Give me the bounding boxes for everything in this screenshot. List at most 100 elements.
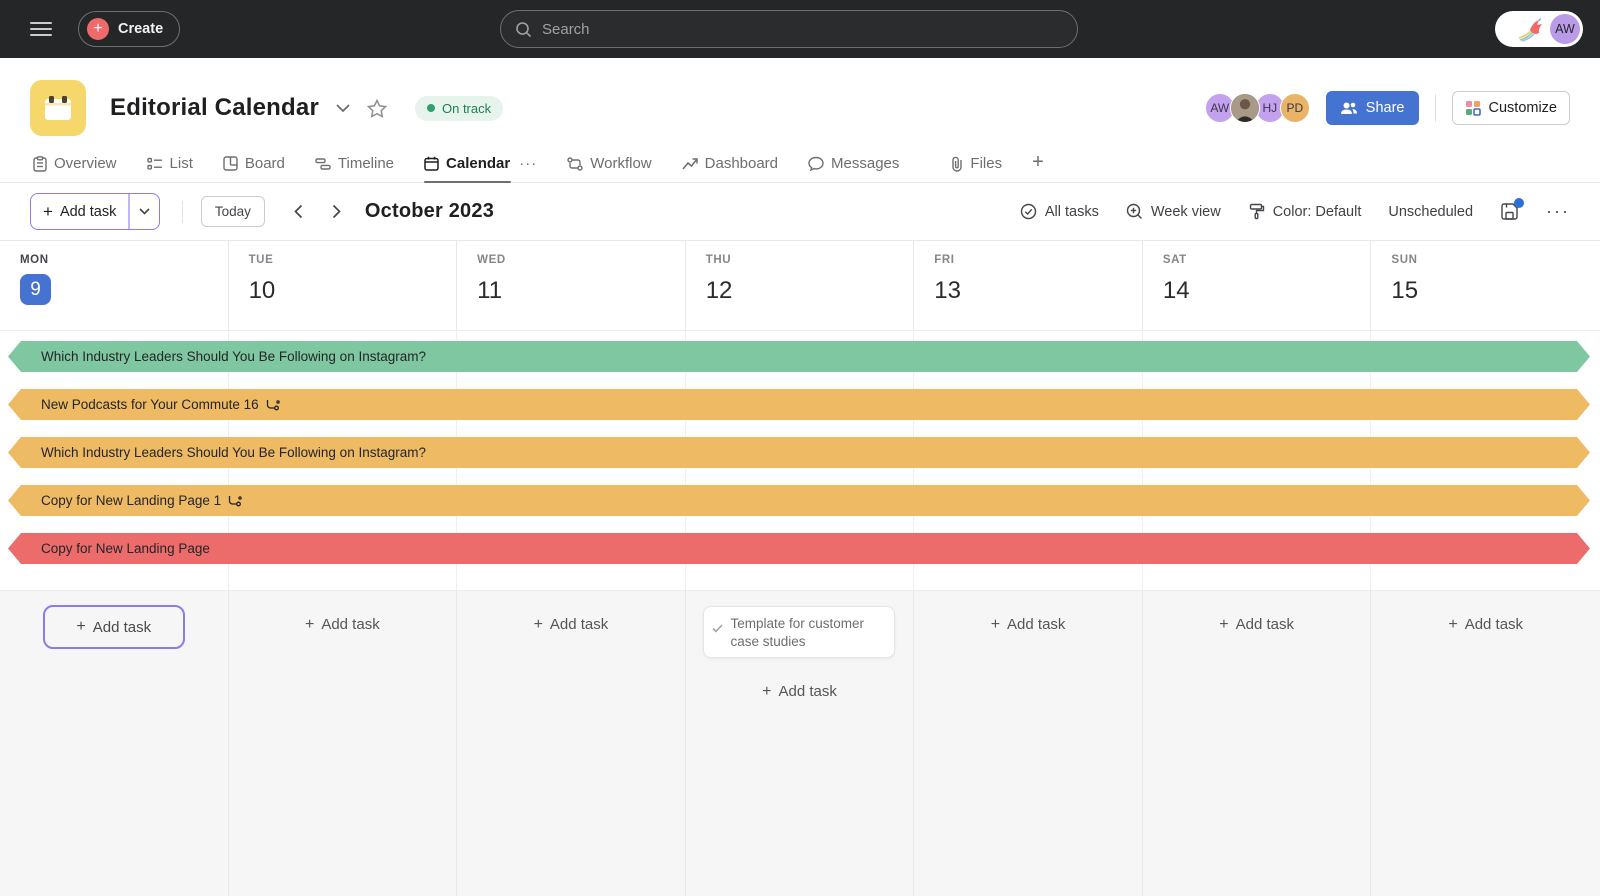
- avatar[interactable]: [1229, 93, 1260, 123]
- add-task-button[interactable]: + Add task: [1219, 605, 1294, 645]
- color-setting[interactable]: Color: Default: [1248, 203, 1361, 220]
- add-task-button[interactable]: + Add task: [762, 672, 837, 712]
- task-title: Copy for New Landing Page: [41, 541, 210, 556]
- add-task-button[interactable]: + Add task: [305, 605, 380, 645]
- add-task-label: Add task: [1464, 616, 1524, 633]
- share-button[interactable]: Share: [1325, 91, 1419, 125]
- subtask-icon: [266, 399, 280, 411]
- menu-icon[interactable]: [30, 18, 52, 40]
- subtask-icon: [228, 495, 242, 507]
- today-button[interactable]: Today: [200, 196, 265, 227]
- member-avatars[interactable]: AW HJ PD: [1204, 93, 1310, 123]
- plus-icon: +: [990, 616, 1001, 633]
- messages-icon: [808, 156, 824, 171]
- tab-overflow-icon[interactable]: ···: [519, 155, 538, 172]
- tab-files[interactable]: Files: [951, 155, 1002, 182]
- task-bar[interactable]: Which Industry Leaders Should You Be Fol…: [8, 437, 1590, 468]
- create-button-label: Create: [118, 21, 164, 37]
- plus-icon: +: [762, 683, 772, 701]
- next-week-button[interactable]: [323, 198, 351, 226]
- tab-list[interactable]: List: [146, 155, 193, 182]
- people-icon: [1340, 102, 1357, 114]
- day-header-sun[interactable]: SUN 15: [1371, 241, 1600, 330]
- task-bar[interactable]: Which Industry Leaders Should You Be Fol…: [8, 341, 1590, 372]
- task-bar[interactable]: Copy for New Landing Page: [8, 533, 1590, 564]
- task-bar[interactable]: Copy for New Landing Page 1: [8, 485, 1590, 516]
- files-paperclip-icon: [952, 156, 963, 172]
- add-task-button[interactable]: + Add task: [991, 605, 1066, 645]
- unscheduled-toggle[interactable]: Unscheduled: [1388, 204, 1473, 220]
- status-badge[interactable]: On track: [414, 95, 504, 121]
- week-view-toggle[interactable]: Week view: [1126, 203, 1221, 220]
- day-date: 15: [1391, 277, 1419, 304]
- board-icon: [223, 156, 238, 171]
- day-name: THU: [705, 254, 732, 266]
- star-icon[interactable]: [366, 98, 387, 118]
- day-name: TUE: [248, 254, 274, 266]
- search-bar[interactable]: [500, 10, 1078, 48]
- prev-week-button[interactable]: [285, 198, 313, 226]
- save-layout-button[interactable]: [1500, 198, 1525, 221]
- day-header-tue[interactable]: TUE 10: [229, 241, 458, 330]
- tab-label: Workflow: [590, 155, 652, 172]
- all-tasks-filter[interactable]: All tasks: [1020, 203, 1099, 220]
- day-header-mon[interactable]: MON 9: [0, 241, 229, 330]
- add-task-split-button[interactable]: + Add task: [30, 193, 160, 230]
- search-input[interactable]: [542, 20, 1063, 38]
- day-column-tue: + Add task: [229, 591, 458, 896]
- customize-grid-icon: [1465, 101, 1481, 116]
- tab-label: Dashboard: [704, 155, 779, 172]
- day-date: 10: [248, 277, 276, 304]
- day-name: WED: [477, 254, 506, 266]
- tab-board[interactable]: Board: [223, 155, 285, 182]
- plus-icon: +: [87, 18, 109, 40]
- avatar[interactable]: PD: [1279, 93, 1310, 123]
- tab-messages[interactable]: Messages: [808, 155, 899, 182]
- calendar-bottom-row: + Add task + Add task + Add task Template …: [0, 590, 1600, 896]
- day-header-fri[interactable]: FRI 13: [914, 241, 1143, 330]
- tab-calendar[interactable]: Calendar ···: [424, 155, 538, 183]
- day-date: 13: [934, 277, 961, 304]
- template-task-card[interactable]: Template for customer case studies: [703, 606, 896, 659]
- tab-overview[interactable]: Overview: [33, 155, 117, 182]
- tab-workflow[interactable]: Workflow: [567, 155, 652, 182]
- user-menu[interactable]: AW: [1495, 11, 1583, 47]
- task-bar[interactable]: New Podcasts for Your Commute 16: [8, 389, 1590, 420]
- paint-roller-icon: [1249, 203, 1264, 220]
- tab-label: Timeline: [337, 155, 395, 172]
- customize-label: Customize: [1488, 100, 1558, 116]
- day-header-wed[interactable]: WED 11: [457, 241, 686, 330]
- filter-label: Unscheduled: [1388, 203, 1474, 220]
- create-button[interactable]: + Create: [78, 11, 181, 47]
- add-task-button[interactable]: + Add task: [1448, 605, 1523, 645]
- page-title: Editorial Calendar: [110, 94, 319, 121]
- day-date: 12: [705, 277, 733, 304]
- list-icon: [146, 157, 162, 170]
- day-header-thu[interactable]: THU 12: [686, 241, 915, 330]
- day-name: SAT: [1162, 254, 1187, 266]
- calendar-week-body: Which Industry Leaders Should You Be Fol…: [0, 331, 1600, 590]
- calendar-icon: [424, 156, 439, 171]
- more-options-button[interactable]: ···: [1546, 201, 1570, 221]
- task-title: Which Industry Leaders Should You Be Fol…: [41, 445, 426, 460]
- chevron-down-icon[interactable]: [335, 103, 351, 113]
- share-label: Share: [1365, 100, 1405, 116]
- day-header-sat[interactable]: SAT 14: [1143, 241, 1372, 330]
- status-dot-icon: [426, 104, 435, 112]
- chevron-down-icon[interactable]: [130, 194, 159, 229]
- save-icon: [1501, 203, 1518, 220]
- overview-icon: [33, 155, 47, 172]
- add-task-label: Add task: [549, 616, 609, 633]
- project-calendar-icon[interactable]: [30, 80, 86, 136]
- add-task-button[interactable]: + Add task: [534, 605, 609, 645]
- customize-button[interactable]: Customize: [1451, 91, 1570, 125]
- add-tab-button[interactable]: +: [1032, 151, 1044, 173]
- add-task-button[interactable]: + Add task: [42, 605, 185, 649]
- day-header-row: MON 9 TUE 10 WED 11 THU 12 FRI 13 SAT 14…: [0, 240, 1600, 331]
- tab-timeline[interactable]: Timeline: [315, 155, 394, 182]
- tab-label: Messages: [831, 155, 900, 172]
- filter-label: Week view: [1150, 203, 1221, 220]
- day-column-mon: + Add task: [0, 591, 229, 896]
- task-title: Copy for New Landing Page 1: [41, 493, 222, 508]
- tab-dashboard[interactable]: Dashboard: [682, 155, 778, 182]
